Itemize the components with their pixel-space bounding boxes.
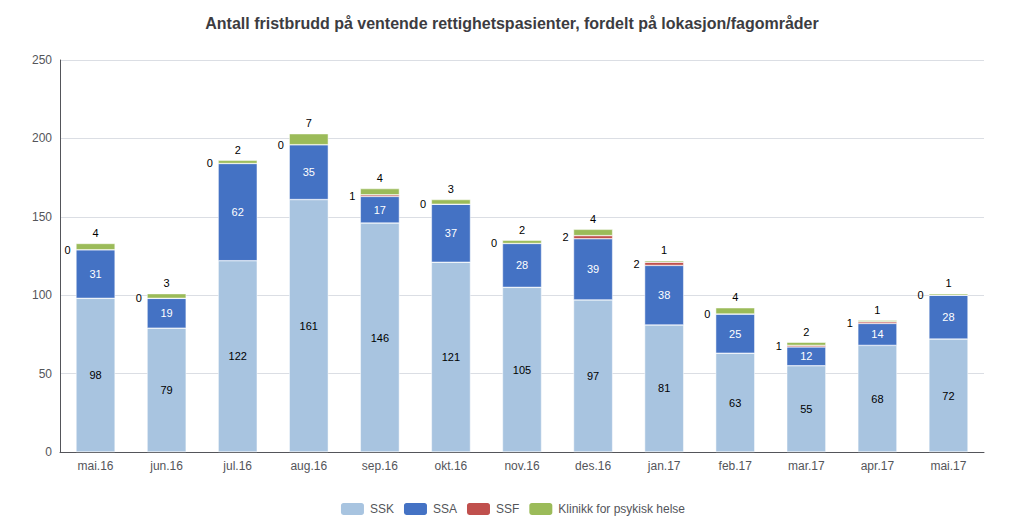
svg-text:3: 3: [164, 277, 170, 289]
svg-text:1: 1: [661, 244, 667, 256]
svg-text:31: 31: [89, 268, 101, 280]
svg-text:jul.16: jul.16: [222, 459, 252, 473]
svg-text:SSF: SSF: [496, 502, 519, 516]
svg-text:2: 2: [519, 224, 525, 236]
svg-text:3: 3: [448, 183, 454, 195]
svg-text:28: 28: [942, 311, 954, 323]
svg-text:sep.16: sep.16: [362, 459, 398, 473]
svg-text:2: 2: [633, 258, 639, 270]
svg-text:79: 79: [160, 384, 172, 396]
svg-text:SSA: SSA: [433, 502, 457, 516]
svg-text:38: 38: [658, 289, 670, 301]
svg-text:0: 0: [278, 139, 284, 151]
svg-text:50: 50: [39, 367, 53, 381]
svg-text:1: 1: [874, 304, 880, 316]
svg-text:0: 0: [918, 289, 924, 301]
svg-text:7: 7: [306, 117, 312, 129]
svg-text:100: 100: [32, 288, 52, 302]
svg-text:jun.16: jun.16: [149, 459, 183, 473]
svg-text:0: 0: [136, 292, 142, 304]
svg-text:feb.17: feb.17: [719, 459, 753, 473]
svg-text:aug.16: aug.16: [290, 459, 327, 473]
svg-text:1: 1: [349, 190, 355, 202]
svg-text:121: 121: [442, 351, 460, 363]
svg-text:okt.16: okt.16: [435, 459, 468, 473]
svg-text:Antall fristbrudd på ventende: Antall fristbrudd på ventende rettighets…: [205, 15, 818, 32]
svg-text:SSK: SSK: [370, 502, 394, 516]
svg-text:17: 17: [374, 204, 386, 216]
svg-text:72: 72: [942, 390, 954, 402]
svg-text:nov.16: nov.16: [504, 459, 539, 473]
svg-text:28: 28: [516, 259, 528, 271]
svg-text:1: 1: [776, 340, 782, 352]
svg-text:105: 105: [513, 364, 531, 376]
svg-text:146: 146: [371, 332, 389, 344]
svg-text:63: 63: [729, 397, 741, 409]
svg-text:2: 2: [562, 231, 568, 243]
svg-text:19: 19: [160, 307, 172, 319]
svg-text:apr.17: apr.17: [861, 459, 895, 473]
svg-text:Klinikk for psykisk helse: Klinikk for psykisk helse: [558, 502, 685, 516]
svg-text:0: 0: [491, 237, 497, 249]
svg-text:39: 39: [587, 263, 599, 275]
svg-text:jan.17: jan.17: [647, 459, 681, 473]
svg-text:des.16: des.16: [575, 459, 611, 473]
svg-text:55: 55: [800, 403, 812, 415]
svg-text:4: 4: [590, 213, 596, 225]
svg-text:250: 250: [32, 53, 52, 67]
svg-text:4: 4: [732, 291, 738, 303]
svg-text:25: 25: [729, 328, 741, 340]
svg-text:4: 4: [377, 172, 383, 184]
svg-text:0: 0: [704, 308, 710, 320]
svg-text:12: 12: [800, 350, 812, 362]
svg-text:0: 0: [65, 244, 71, 256]
svg-text:1: 1: [847, 317, 853, 329]
svg-text:200: 200: [32, 131, 52, 145]
svg-text:98: 98: [89, 369, 101, 381]
svg-text:161: 161: [300, 320, 318, 332]
svg-text:4: 4: [92, 227, 98, 239]
svg-text:37: 37: [445, 227, 457, 239]
svg-text:35: 35: [303, 166, 315, 178]
svg-text:0: 0: [207, 157, 213, 169]
svg-text:14: 14: [871, 328, 883, 340]
svg-text:2: 2: [235, 144, 241, 156]
svg-text:62: 62: [232, 206, 244, 218]
svg-text:2: 2: [803, 326, 809, 338]
svg-text:122: 122: [229, 350, 247, 362]
svg-text:mai.17: mai.17: [930, 459, 966, 473]
svg-text:mar.17: mar.17: [788, 459, 825, 473]
svg-text:68: 68: [871, 393, 883, 405]
svg-text:81: 81: [658, 382, 670, 394]
svg-text:0: 0: [420, 198, 426, 210]
svg-text:97: 97: [587, 370, 599, 382]
svg-text:1: 1: [945, 277, 951, 289]
svg-text:mai.16: mai.16: [78, 459, 114, 473]
svg-text:150: 150: [32, 210, 52, 224]
svg-text:0: 0: [45, 445, 52, 459]
